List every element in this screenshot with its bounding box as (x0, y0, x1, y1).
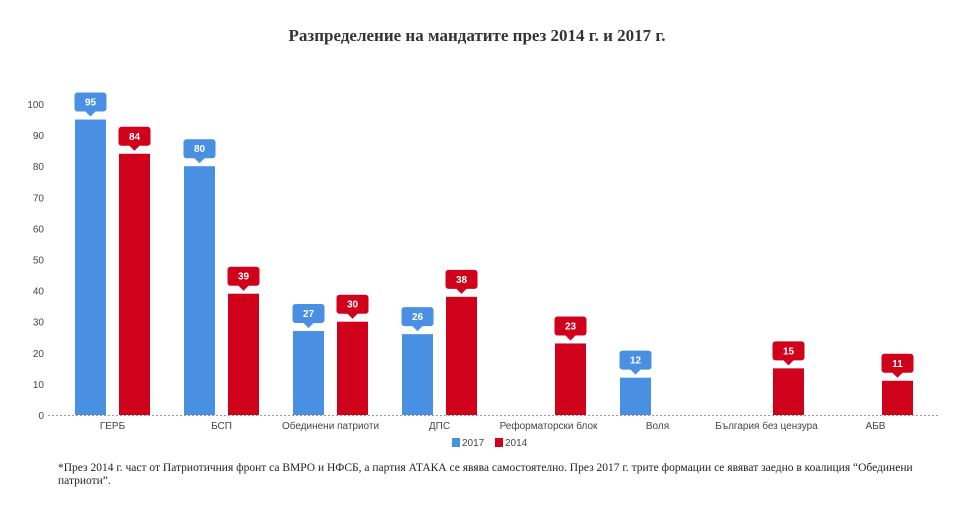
x-tick-label: АБВ (866, 421, 886, 432)
bar-2017 (620, 377, 651, 415)
x-tick-label: Воля (646, 421, 669, 432)
data-label: 30 (347, 300, 359, 311)
chart-title: Разпределение на мандатите през 2014 г. … (288, 26, 666, 45)
bar-2014 (446, 296, 477, 415)
y-tick-label: 80 (33, 162, 45, 173)
data-label-callout (336, 294, 369, 319)
y-tick-label: 20 (33, 349, 45, 360)
bar-2017 (75, 119, 106, 416)
data-label-callout (619, 350, 652, 375)
x-tick-label: България без цензура (715, 420, 818, 432)
bar-2014 (882, 380, 913, 415)
data-label-callout (401, 307, 434, 332)
bar-2014 (119, 153, 150, 415)
x-tick-label: ГЕРБ (100, 421, 126, 432)
data-label-callout (292, 304, 325, 329)
legend-swatch-2017 (452, 438, 460, 447)
y-tick-label: 10 (33, 380, 45, 391)
x-tick-label: Реформаторски блок (500, 420, 598, 432)
data-label: 11 (892, 359, 903, 370)
bar-2014 (228, 293, 259, 415)
x-tick-label: Обединени патриоти (282, 420, 379, 432)
y-tick-label: 70 (33, 193, 45, 204)
y-tick-label: 90 (33, 131, 45, 142)
data-label: 15 (783, 346, 795, 357)
data-label: 39 (238, 272, 250, 283)
data-label-callout (772, 341, 805, 366)
bar-2014 (337, 321, 368, 415)
data-label: 26 (412, 312, 424, 323)
data-label: 27 (303, 309, 315, 320)
y-tick-label: 60 (33, 224, 45, 235)
y-tick-label: 40 (33, 287, 45, 298)
x-tick-label: ДПС (429, 421, 450, 432)
legend-label: 2014 (505, 438, 528, 449)
data-label: 95 (85, 98, 97, 109)
y-tick-label: 30 (33, 318, 45, 329)
legend-label: 2017 (462, 438, 485, 449)
y-tick-label: 50 (33, 256, 45, 267)
footnote: *През 2014 г. част от Патриотичния фронт… (58, 462, 913, 487)
data-label-callout (881, 353, 914, 378)
data-label: 12 (630, 356, 642, 367)
bar-2017 (293, 331, 324, 415)
bar-2014 (555, 343, 586, 415)
bar-chart: 0 10 20 30 40 50 60 70 80 90 100 ГЕРБ 95 84 БСП 80 39 Обе… (27, 92, 940, 449)
bar-2017 (402, 334, 433, 415)
legend-swatch-2014 (495, 438, 503, 447)
data-label-callout (554, 316, 587, 341)
y-tick-label: 100 (27, 100, 44, 111)
data-label-callout (227, 266, 260, 291)
bar-2017 (184, 166, 215, 415)
x-tick-label: БСП (211, 421, 232, 432)
data-label-callout (118, 126, 151, 151)
data-label-callout (183, 139, 216, 164)
data-label-callout (445, 269, 478, 294)
y-tick-label: 0 (38, 411, 44, 422)
bar-2014 (773, 368, 804, 415)
data-label: 38 (456, 275, 468, 286)
data-label: 23 (565, 321, 577, 332)
data-label: 84 (129, 132, 141, 143)
data-label: 80 (194, 144, 206, 155)
data-label-callout (74, 92, 107, 117)
